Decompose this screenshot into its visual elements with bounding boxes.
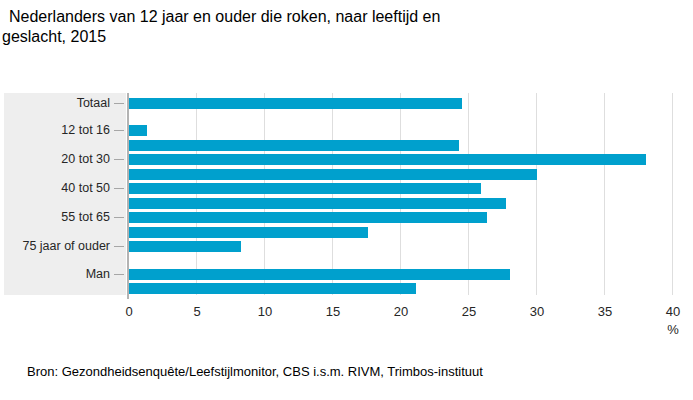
bar [129, 283, 416, 294]
gridline [196, 93, 197, 295]
x-tick-label: 10 [245, 304, 285, 319]
gridline [400, 93, 401, 295]
category-tick [114, 274, 124, 275]
category-label: 55 tot 65 [0, 210, 110, 225]
x-tick-label: 5 [177, 304, 217, 319]
bar [129, 269, 510, 280]
chart-title-line2: geslacht, 2015 [0, 27, 440, 47]
category-label: Totaal [0, 96, 110, 111]
y-axis-line [127, 93, 129, 295]
bar [129, 154, 646, 165]
gridline [604, 93, 605, 295]
gridline [332, 93, 333, 295]
gridline [672, 93, 673, 295]
bar [129, 198, 506, 209]
x-axis-zero-tick [127, 295, 129, 299]
category-tick [114, 103, 124, 104]
category-tick [114, 188, 124, 189]
bar [129, 183, 481, 194]
bar [129, 227, 368, 238]
category-label: 75 jaar of ouder [0, 239, 110, 254]
category-tick [114, 130, 124, 131]
chart-title: Nederlanders van 12 jaar en ouder die ro… [0, 7, 440, 47]
x-tick-label: 40 [653, 304, 693, 319]
chart-title-line1: Nederlanders van 12 jaar en ouder die ro… [0, 7, 440, 27]
gridline [468, 93, 469, 295]
category-tick [114, 217, 124, 218]
source-note: Bron: Gezondheidsenquête/Leefstijlmonito… [27, 364, 483, 379]
category-label: 40 tot 50 [0, 181, 110, 196]
category-label: 20 tot 30 [0, 152, 110, 167]
bar [129, 241, 241, 252]
x-axis-unit-label: % [653, 322, 693, 337]
x-tick-label: 35 [585, 304, 625, 319]
x-tick-label: 30 [517, 304, 557, 319]
x-tick-label: 20 [381, 304, 421, 319]
category-label: 12 tot 16 [0, 123, 110, 138]
gridline [536, 93, 537, 295]
category-tick [114, 246, 124, 247]
x-tick-label: 15 [313, 304, 353, 319]
bar [129, 98, 462, 109]
x-tick-label: 0 [109, 304, 149, 319]
gridline [264, 93, 265, 295]
chart-figure: Nederlanders van 12 jaar en ouder die ro… [0, 0, 693, 400]
bar [129, 140, 459, 151]
x-tick-label: 25 [449, 304, 489, 319]
bar [129, 125, 147, 136]
bar [129, 169, 537, 180]
bar [129, 212, 487, 223]
category-tick [114, 159, 124, 160]
category-label: Man [0, 267, 110, 282]
